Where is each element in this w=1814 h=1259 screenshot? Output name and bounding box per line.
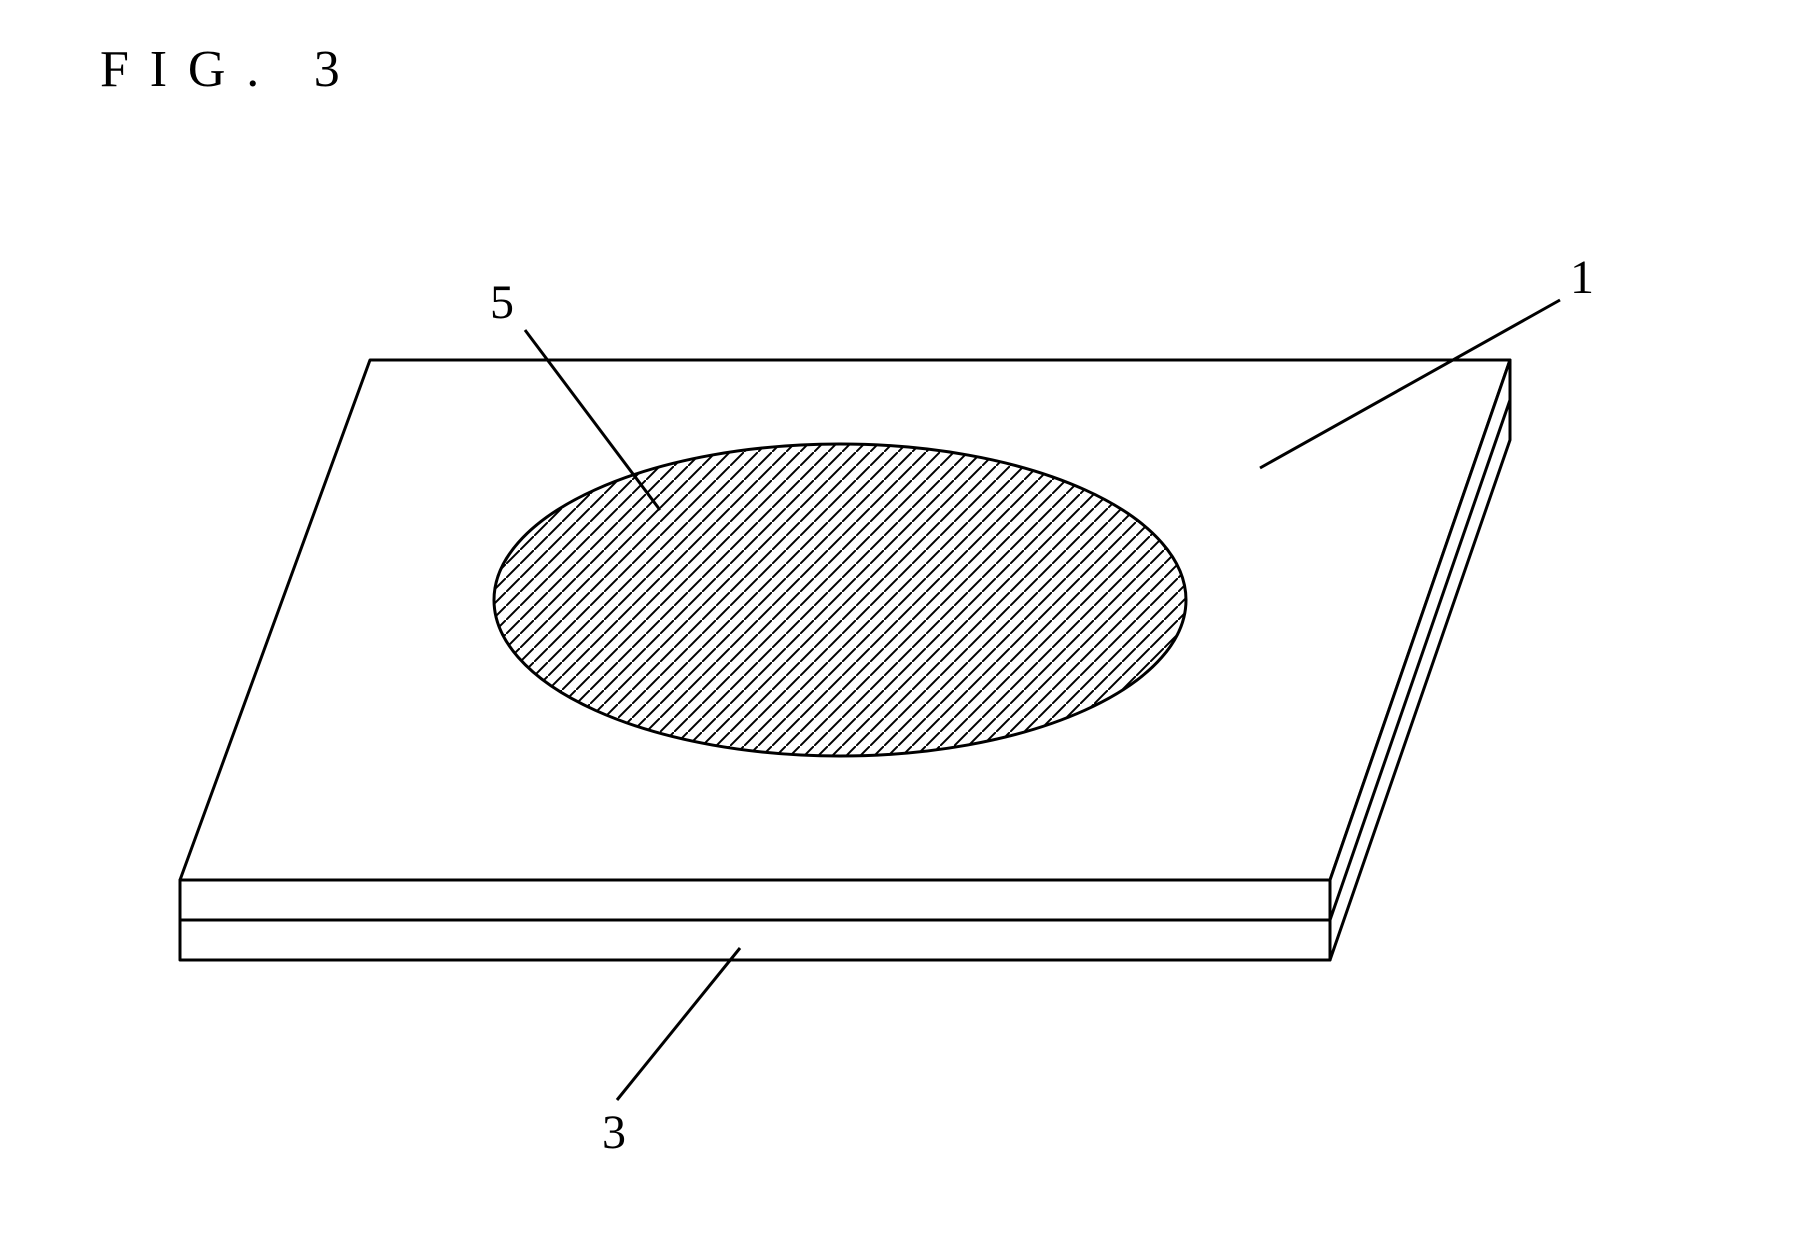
- leader-line-3: [617, 948, 740, 1100]
- callout-label-3: 3: [602, 1105, 626, 1160]
- callout-label-1: 1: [1570, 250, 1594, 305]
- callout-label-5: 5: [490, 275, 514, 330]
- hatched-ellipse: [494, 444, 1186, 756]
- figure-label: FIG. 3: [100, 40, 361, 99]
- diagram-container: [100, 200, 1700, 1200]
- diagram-svg: [100, 200, 1700, 1200]
